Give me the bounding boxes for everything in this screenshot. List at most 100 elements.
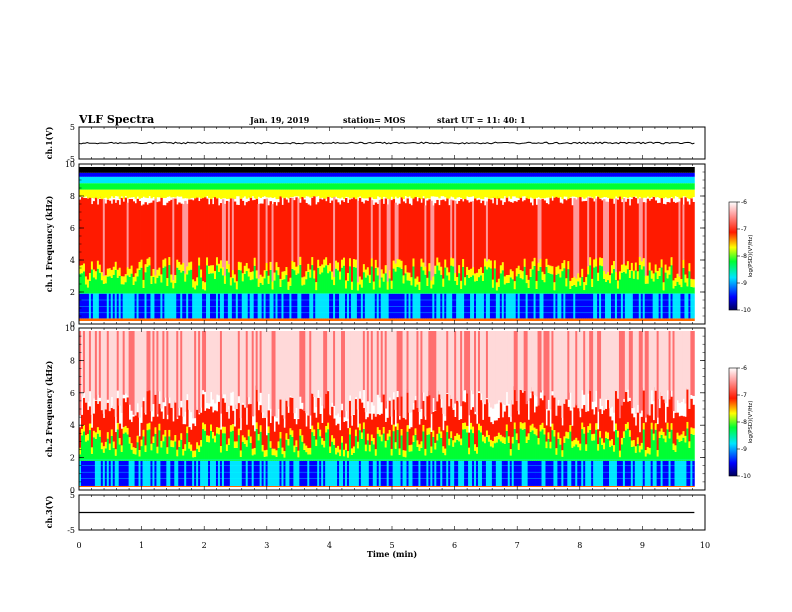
spectrogram-cell — [269, 447, 272, 461]
spectrogram-cell — [557, 167, 560, 173]
spectrogram-cell — [674, 411, 677, 446]
spectrogram-cell — [509, 277, 513, 294]
spectrogram-cell — [271, 293, 274, 319]
spectrogram-cell — [331, 183, 334, 190]
spectrogram-cell — [339, 318, 342, 321]
spectrogram-cell — [86, 183, 90, 190]
spectrogram-cell — [392, 268, 396, 294]
spectrogram-cell — [557, 196, 560, 266]
spectrogram-cell — [595, 429, 598, 461]
spectrogram-cell — [519, 460, 523, 486]
spectrogram-cell — [233, 176, 237, 184]
spectrogram-cell — [362, 422, 366, 429]
spectrogram-cell — [235, 176, 239, 184]
spectrogram-cell — [466, 389, 469, 426]
spectrogram-cell — [267, 283, 270, 294]
spectrogram-cell — [509, 183, 513, 190]
spectrogram-cell — [307, 293, 310, 319]
spectrogram-cell — [587, 183, 590, 190]
spectrogram-cell — [388, 172, 392, 177]
spectrogram-cell — [616, 288, 620, 294]
spectrogram-cell — [217, 271, 221, 294]
spectrogram-cell — [388, 485, 392, 487]
spectrogram-cell — [487, 331, 491, 403]
spectrogram-cell — [339, 176, 342, 184]
spectrogram-cell — [170, 293, 173, 319]
spectrogram-cell — [464, 422, 467, 430]
spectrogram-cell — [420, 202, 423, 259]
spectrogram-cell — [495, 183, 499, 190]
spectrogram-cell — [261, 176, 265, 184]
spectrogram-cell — [479, 183, 483, 190]
spectrogram-cell — [152, 276, 155, 294]
spectrogram-cell — [192, 318, 195, 321]
spectrogram-cell — [444, 167, 447, 173]
spectrogram-cell — [591, 167, 594, 173]
spectrogram-cell — [96, 427, 100, 434]
spectrogram-cell — [92, 189, 96, 199]
spectrogram-cell — [545, 318, 548, 321]
spectrogram-cell — [470, 409, 473, 423]
spectrogram-cell — [620, 189, 624, 200]
spectrogram-cell — [303, 485, 306, 487]
spectrogram-cell — [156, 189, 159, 198]
spectrogram-cell — [450, 183, 453, 190]
spectrogram-cell — [577, 293, 580, 319]
spectrogram-cell — [279, 196, 282, 279]
spectrogram-cell — [348, 485, 352, 487]
spectrogram-cell — [372, 293, 376, 319]
spectrogram-cell — [412, 172, 415, 177]
spectrogram-cell — [213, 293, 217, 319]
spectrogram-cell — [386, 331, 390, 402]
spectrogram-cell — [335, 167, 338, 173]
spectrogram-cell — [416, 485, 419, 487]
spectrogram-cell — [192, 423, 195, 451]
spectrogram-cell — [118, 189, 122, 199]
spectrogram-cell — [624, 167, 628, 173]
spectrogram-cell — [239, 485, 243, 487]
spectrogram-cell — [575, 278, 578, 287]
spectrogram-cell — [172, 447, 175, 461]
spectrogram-cell — [116, 172, 120, 177]
spectrogram-cell — [436, 167, 439, 173]
spectrogram-cell — [156, 293, 159, 319]
spectrogram-cell — [579, 176, 582, 184]
spectrogram-cell — [293, 318, 296, 321]
spectrogram-cell — [271, 281, 274, 290]
spectrogram-cell — [225, 485, 229, 487]
spectrogram-cell — [394, 271, 398, 294]
spectrogram-cell — [438, 172, 441, 177]
spectrogram-cell — [380, 198, 384, 270]
spectrogram-cell — [497, 183, 501, 190]
spectrogram-cell — [86, 440, 90, 461]
spectrogram-cell — [609, 293, 612, 319]
spectrogram-cell — [402, 293, 405, 319]
spectrogram-cell — [620, 318, 624, 321]
spectrogram-cell — [190, 167, 193, 173]
spectrogram-cell — [533, 318, 536, 321]
spectrogram-cell — [202, 429, 205, 461]
spectrogram-cell — [368, 293, 372, 319]
spectrogram-cell — [142, 279, 145, 288]
spectrogram-cell — [261, 418, 265, 445]
spectrogram-cell — [517, 460, 521, 486]
spectrogram-cell — [227, 444, 231, 461]
spectrogram-cell — [483, 485, 487, 487]
spectrogram-cell — [249, 272, 253, 281]
spectrogram-cell — [692, 201, 695, 280]
spectrogram-cell — [565, 189, 568, 197]
spectrogram-cell — [690, 176, 693, 184]
spectrogram-cell — [501, 485, 505, 487]
spectrogram-cell — [249, 172, 253, 177]
spectrogram-cell — [305, 445, 308, 453]
spectrogram-cell — [515, 439, 519, 461]
spectrogram-cell — [587, 189, 590, 197]
spectrogram-cell — [599, 257, 602, 266]
spectrogram-cell — [565, 183, 568, 190]
spectrogram-cell — [505, 196, 509, 276]
spectrogram-cell — [434, 183, 437, 190]
spectrogram-cell — [634, 183, 638, 190]
spectrogram-cell — [325, 293, 328, 319]
spectrogram-cell — [164, 205, 167, 259]
spectrogram-cell — [412, 460, 415, 486]
